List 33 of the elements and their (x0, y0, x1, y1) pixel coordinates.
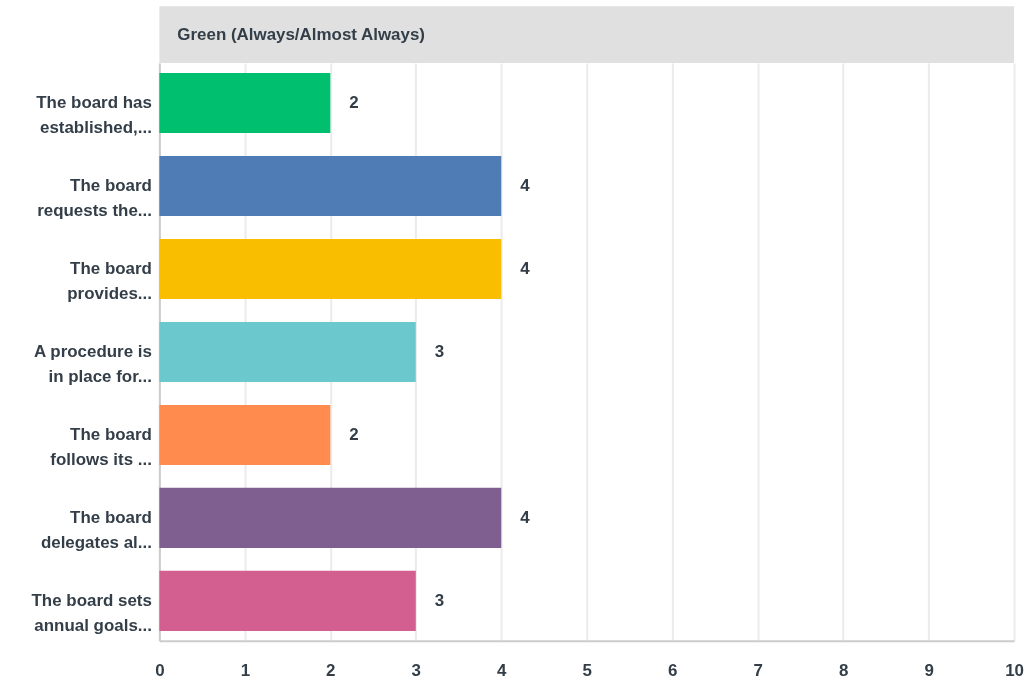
bar (159, 570, 416, 631)
x-tick-label: 4 (497, 661, 508, 681)
y-tick-label: The board delegates al... (40, 507, 152, 552)
y-tick-label: The board requests the... (37, 176, 152, 220)
y-tick-label: The board sets annual goals... (31, 590, 152, 635)
y-tick-label: The board provides... (67, 258, 152, 303)
y-tick-label: A procedure is in place for... (34, 341, 152, 386)
data-label: 4 (520, 258, 531, 278)
data-label: 4 (520, 507, 531, 527)
bar (159, 487, 502, 548)
x-tick-label: 9 (924, 661, 934, 681)
x-tick-label: 1 (240, 661, 251, 681)
x-tick-label: 0 (155, 661, 165, 681)
bar (159, 321, 416, 382)
data-label: 3 (434, 590, 445, 610)
data-label: 2 (349, 93, 359, 113)
x-tick-label: 2 (326, 661, 336, 681)
chart-title: Green (Always/Almost Always) (177, 24, 425, 44)
bar (159, 238, 502, 300)
x-tick-label: 7 (753, 661, 763, 681)
x-tick-label: 6 (667, 661, 678, 681)
x-tick-label: 5 (582, 661, 592, 681)
x-tick-label: 3 (411, 661, 421, 681)
data-label: 2 (349, 424, 359, 444)
y-tick-label: The board follows its ... (50, 424, 152, 469)
x-tick-label: 8 (838, 661, 849, 681)
bar (159, 156, 502, 217)
data-label: 3 (434, 341, 445, 361)
bar (159, 73, 331, 134)
data-label: 4 (520, 176, 531, 196)
bar (159, 404, 331, 465)
x-tick-label: 10 (1005, 661, 1024, 681)
y-tick-label: The board has established,... (36, 93, 152, 137)
